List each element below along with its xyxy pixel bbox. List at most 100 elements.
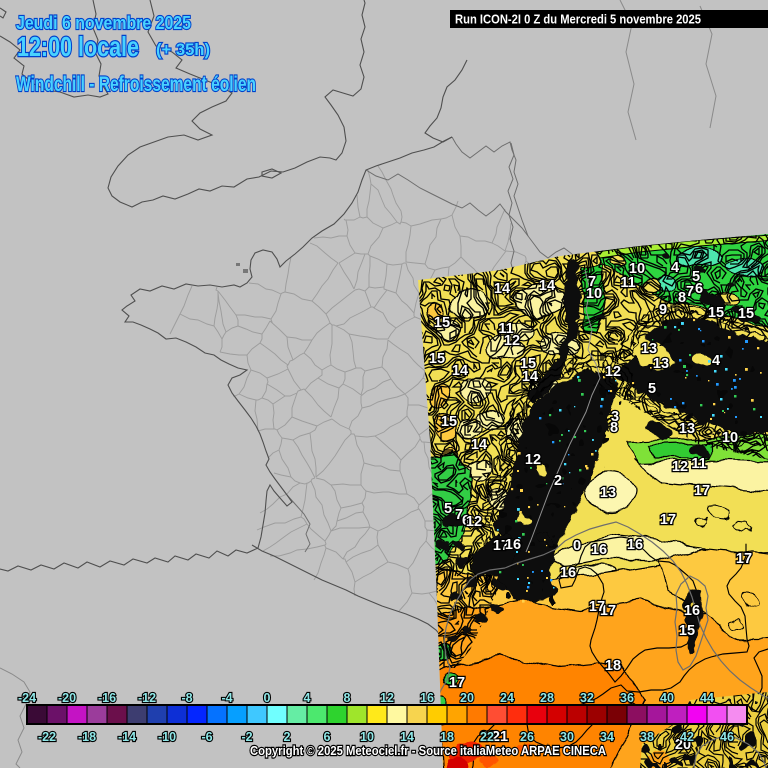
svg-text:13: 13 — [679, 421, 695, 437]
svg-text:11: 11 — [498, 321, 513, 337]
svg-text:11: 11 — [620, 275, 635, 291]
svg-text:8: 8 — [678, 290, 686, 306]
svg-text:12: 12 — [380, 691, 394, 705]
svg-text:24: 24 — [500, 691, 514, 705]
svg-text:2: 2 — [554, 473, 562, 489]
svg-text:Run ICON-2I 0 Z du Mercredi 5: Run ICON-2I 0 Z du Mercredi 5 novembre 2… — [455, 12, 701, 27]
svg-text:30: 30 — [560, 730, 574, 744]
svg-text:14: 14 — [494, 281, 510, 297]
svg-text:0: 0 — [573, 538, 581, 554]
svg-text:12:00 locale: 12:00 locale — [17, 31, 139, 62]
svg-text:13: 13 — [641, 341, 657, 357]
svg-text:26: 26 — [520, 730, 534, 744]
svg-text:7: 7 — [455, 507, 463, 523]
svg-text:17: 17 — [694, 483, 710, 499]
svg-text:-6: -6 — [201, 730, 212, 744]
svg-text:17: 17 — [493, 538, 509, 554]
svg-text:44: 44 — [700, 691, 714, 705]
svg-text:-2: -2 — [241, 730, 252, 744]
svg-text:-10: -10 — [158, 730, 176, 744]
svg-text:-4: -4 — [221, 691, 232, 705]
svg-text:6: 6 — [462, 513, 470, 529]
svg-text:20: 20 — [675, 737, 691, 753]
svg-text:12: 12 — [466, 514, 482, 530]
svg-text:9: 9 — [659, 302, 667, 318]
svg-text:16: 16 — [560, 565, 576, 581]
svg-text:13: 13 — [600, 485, 616, 501]
svg-text:-8: -8 — [181, 691, 192, 705]
svg-text:Jeudi 6 novembre 2025: Jeudi 6 novembre 2025 — [16, 12, 191, 33]
svg-text:16: 16 — [591, 542, 607, 558]
svg-text:-20: -20 — [58, 691, 76, 705]
svg-text:15: 15 — [520, 356, 536, 372]
svg-text:10: 10 — [722, 430, 738, 446]
svg-text:16: 16 — [684, 603, 700, 619]
svg-text:15: 15 — [679, 623, 695, 639]
svg-text:17: 17 — [660, 512, 676, 528]
svg-text:6: 6 — [324, 730, 331, 744]
svg-text:32: 32 — [580, 691, 594, 705]
svg-text:10: 10 — [586, 286, 602, 302]
svg-text:17: 17 — [589, 599, 605, 615]
svg-text:4: 4 — [304, 691, 311, 705]
svg-text:12: 12 — [504, 333, 520, 349]
svg-text:15: 15 — [738, 306, 754, 322]
svg-text:-22: -22 — [38, 730, 56, 744]
svg-text:6: 6 — [695, 281, 703, 297]
svg-text:15: 15 — [708, 305, 724, 321]
svg-text:21: 21 — [492, 729, 508, 745]
svg-text:11: 11 — [691, 456, 706, 472]
svg-text:4: 4 — [671, 260, 679, 276]
svg-text:14: 14 — [400, 730, 414, 744]
svg-text:12: 12 — [605, 364, 621, 380]
svg-text:20: 20 — [460, 691, 474, 705]
svg-text:18: 18 — [605, 658, 621, 674]
svg-text:15: 15 — [429, 351, 445, 367]
svg-text:10: 10 — [360, 730, 374, 744]
svg-text:-18: -18 — [78, 730, 96, 744]
svg-text:38: 38 — [640, 730, 654, 744]
svg-text:12: 12 — [672, 459, 688, 475]
svg-text:16: 16 — [505, 537, 521, 553]
svg-text:-14: -14 — [118, 730, 136, 744]
svg-text:15: 15 — [441, 414, 457, 430]
svg-text:12: 12 — [525, 452, 541, 468]
svg-text:-24: -24 — [18, 691, 36, 705]
svg-text:4: 4 — [712, 353, 720, 369]
svg-text:2: 2 — [284, 730, 291, 744]
svg-text:46: 46 — [720, 730, 734, 744]
svg-text:42: 42 — [680, 730, 694, 744]
svg-text:14: 14 — [539, 278, 555, 294]
svg-text:17: 17 — [600, 603, 616, 619]
svg-text:8: 8 — [344, 691, 351, 705]
svg-text:14: 14 — [452, 363, 468, 379]
svg-text:34: 34 — [600, 730, 614, 744]
svg-text:14: 14 — [522, 369, 538, 385]
svg-text:28: 28 — [540, 691, 554, 705]
svg-text:26: 26 — [480, 729, 496, 745]
svg-text:13: 13 — [653, 356, 669, 372]
svg-text:Copyright © 2025 Meteociel.fr: Copyright © 2025 Meteociel.fr - Source i… — [250, 743, 607, 758]
svg-text:Windchill - Refroissement éoli: Windchill - Refroissement éolien — [16, 73, 256, 96]
svg-text:14: 14 — [471, 437, 487, 453]
svg-text:22: 22 — [480, 730, 494, 744]
svg-text:-16: -16 — [98, 691, 116, 705]
svg-text:16: 16 — [420, 691, 434, 705]
svg-text:0: 0 — [264, 691, 271, 705]
svg-text:(+ 35h): (+ 35h) — [156, 40, 210, 59]
svg-text:5: 5 — [444, 501, 452, 517]
svg-text:8: 8 — [610, 420, 618, 436]
svg-text:5: 5 — [692, 269, 700, 285]
svg-text:3: 3 — [611, 409, 619, 425]
svg-text:-12: -12 — [138, 691, 156, 705]
svg-text:36: 36 — [620, 691, 634, 705]
svg-text:16: 16 — [627, 537, 643, 553]
svg-text:17: 17 — [449, 675, 465, 691]
svg-text:5: 5 — [648, 381, 656, 397]
svg-text:7: 7 — [686, 284, 694, 300]
svg-text:18: 18 — [440, 730, 454, 744]
svg-text:7: 7 — [588, 274, 596, 290]
svg-text:40: 40 — [660, 691, 674, 705]
svg-text:17: 17 — [736, 551, 752, 567]
svg-text:15: 15 — [434, 315, 450, 331]
